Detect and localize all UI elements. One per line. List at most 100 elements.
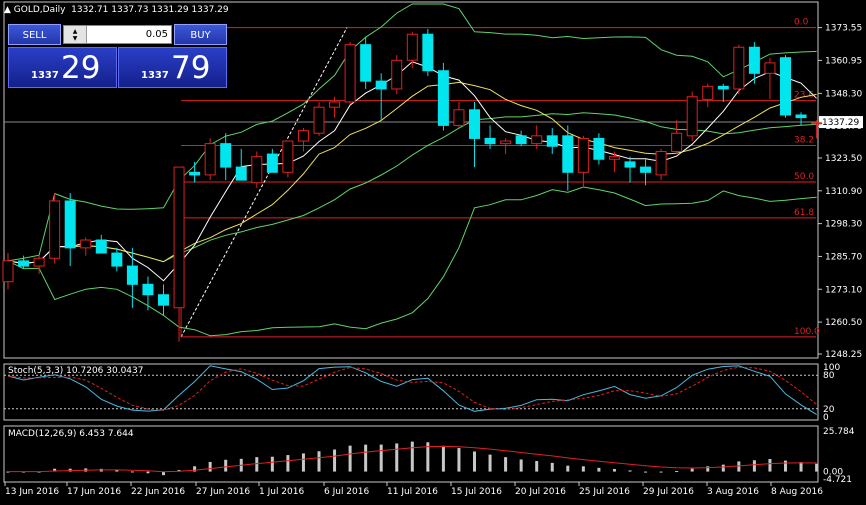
candle-body	[297, 130, 309, 142]
stoch-axis-label: 100	[823, 363, 840, 373]
candle	[655, 148, 667, 181]
candle-body	[313, 106, 325, 134]
candle	[282, 140, 294, 178]
macd-histogram-bar	[504, 457, 508, 472]
macd-histogram-bar	[115, 469, 119, 472]
macd-histogram-bar	[550, 462, 554, 472]
macd-histogram-bar	[457, 448, 461, 472]
candle	[748, 42, 760, 84]
price-tick-label: 1260.50	[825, 318, 862, 328]
macd-histogram-bar	[706, 466, 710, 472]
stoch-main-line	[7, 365, 817, 416]
candle-body	[671, 132, 683, 152]
sell-price-box[interactable]: 1337 29	[8, 47, 117, 88]
macd-histogram-bar	[441, 445, 445, 472]
candle-body	[406, 33, 418, 61]
candle	[18, 255, 30, 269]
candle	[515, 130, 527, 147]
macd-histogram-bar	[644, 471, 648, 473]
macd-histogram-bar	[752, 460, 756, 472]
candle-body	[391, 59, 403, 90]
candle-body	[235, 166, 247, 181]
candle-body	[375, 80, 387, 90]
macd-histogram-bar	[488, 454, 492, 472]
candle-body	[360, 44, 372, 82]
candle	[64, 193, 76, 267]
candle-body	[453, 109, 465, 126]
candle	[531, 125, 543, 149]
macd-histogram-bar	[130, 471, 134, 473]
macd-histogram-bar	[364, 444, 368, 472]
price-tick-label: 1360.95	[825, 56, 862, 66]
candle	[189, 161, 201, 183]
candle-body	[64, 200, 76, 249]
buy-price-box[interactable]: 1337 79	[118, 47, 227, 88]
candle-body	[655, 150, 667, 176]
macd-histogram-bar	[612, 468, 616, 472]
candle-body	[220, 143, 232, 168]
candle	[126, 247, 138, 308]
spin-down-icon[interactable]: ▼	[72, 34, 78, 42]
lot-spinner[interactable]: ▲ ▼	[64, 26, 87, 43]
price-tick-label: 1298.30	[825, 220, 862, 230]
candle	[717, 83, 729, 102]
fib-level-label: 100.0	[794, 327, 820, 337]
candle	[173, 166, 185, 342]
candle-body	[95, 239, 107, 254]
candle-body	[204, 143, 216, 176]
candle-body	[251, 156, 263, 184]
current-price-label: 1337.29	[822, 118, 859, 128]
fib-trend-line	[180, 27, 348, 338]
one-click-trading-panel: SELL ▲ ▼ BUY 1337 29 1337 79	[8, 24, 227, 88]
current-price-marker	[819, 116, 863, 129]
candle	[764, 57, 776, 100]
candle	[546, 128, 558, 155]
time-tick-label: 17 Jun 2016	[67, 487, 121, 497]
buy-button[interactable]: BUY	[174, 24, 227, 45]
candle	[702, 83, 714, 108]
candle-body	[764, 62, 776, 74]
candle-body	[49, 200, 61, 259]
symbol-label: GOLD,Daily	[13, 5, 66, 15]
fib-level-label: 23.6	[794, 91, 814, 101]
candle-body	[173, 166, 185, 309]
candle	[220, 133, 232, 181]
lot-size-stepper[interactable]: ▲ ▼	[63, 25, 172, 44]
macd-histogram-bar	[815, 463, 819, 472]
lot-size-input[interactable]	[88, 27, 168, 42]
candle	[313, 101, 325, 136]
stoch-signal-line	[7, 366, 817, 411]
macd-histogram-bar	[426, 442, 430, 472]
macd-histogram-bar	[379, 444, 383, 472]
candle	[484, 125, 496, 149]
price-tick-label: 1348.30	[825, 89, 862, 99]
macd-histogram-bar	[146, 471, 150, 474]
candle	[204, 138, 216, 181]
macd-histogram-bar	[162, 471, 165, 476]
time-tick-label: 29 Jul 2016	[643, 487, 694, 497]
candle	[577, 135, 589, 188]
candle	[235, 148, 247, 181]
chart-title: ▲ GOLD,Daily 1332.71 1337.73 1331.29 133…	[4, 5, 229, 15]
price-tick-label: 1273.10	[825, 285, 862, 295]
candle	[33, 255, 45, 274]
candle-body	[469, 109, 480, 139]
candle	[608, 151, 620, 173]
candle	[266, 148, 278, 173]
candle	[2, 253, 14, 290]
sell-button[interactable]: SELL	[8, 24, 61, 45]
candle	[329, 96, 341, 118]
chart-menu-icon[interactable]: ▲	[4, 5, 11, 15]
stoch-axis-label: 80	[823, 371, 835, 381]
candle-body	[780, 57, 791, 116]
spin-up-icon[interactable]: ▲	[72, 27, 78, 35]
candle-body	[282, 140, 294, 173]
time-tick-label: 20 Jul 2016	[515, 487, 566, 497]
candle	[671, 120, 683, 155]
macd-histogram-bar	[581, 466, 585, 472]
time-tick-label: 22 Jun 2016	[131, 487, 185, 497]
candle-body	[422, 33, 434, 72]
macd-histogram-bar	[628, 470, 632, 472]
candle-body	[2, 260, 14, 283]
